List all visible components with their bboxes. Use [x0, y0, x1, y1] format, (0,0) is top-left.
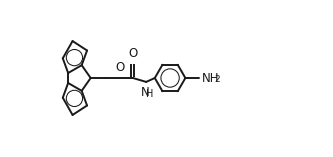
Text: H: H: [146, 89, 153, 99]
Text: N: N: [141, 86, 150, 99]
Text: 2: 2: [214, 75, 219, 84]
Text: O: O: [129, 47, 138, 60]
Text: O: O: [115, 61, 124, 74]
Text: NH: NH: [201, 71, 219, 84]
